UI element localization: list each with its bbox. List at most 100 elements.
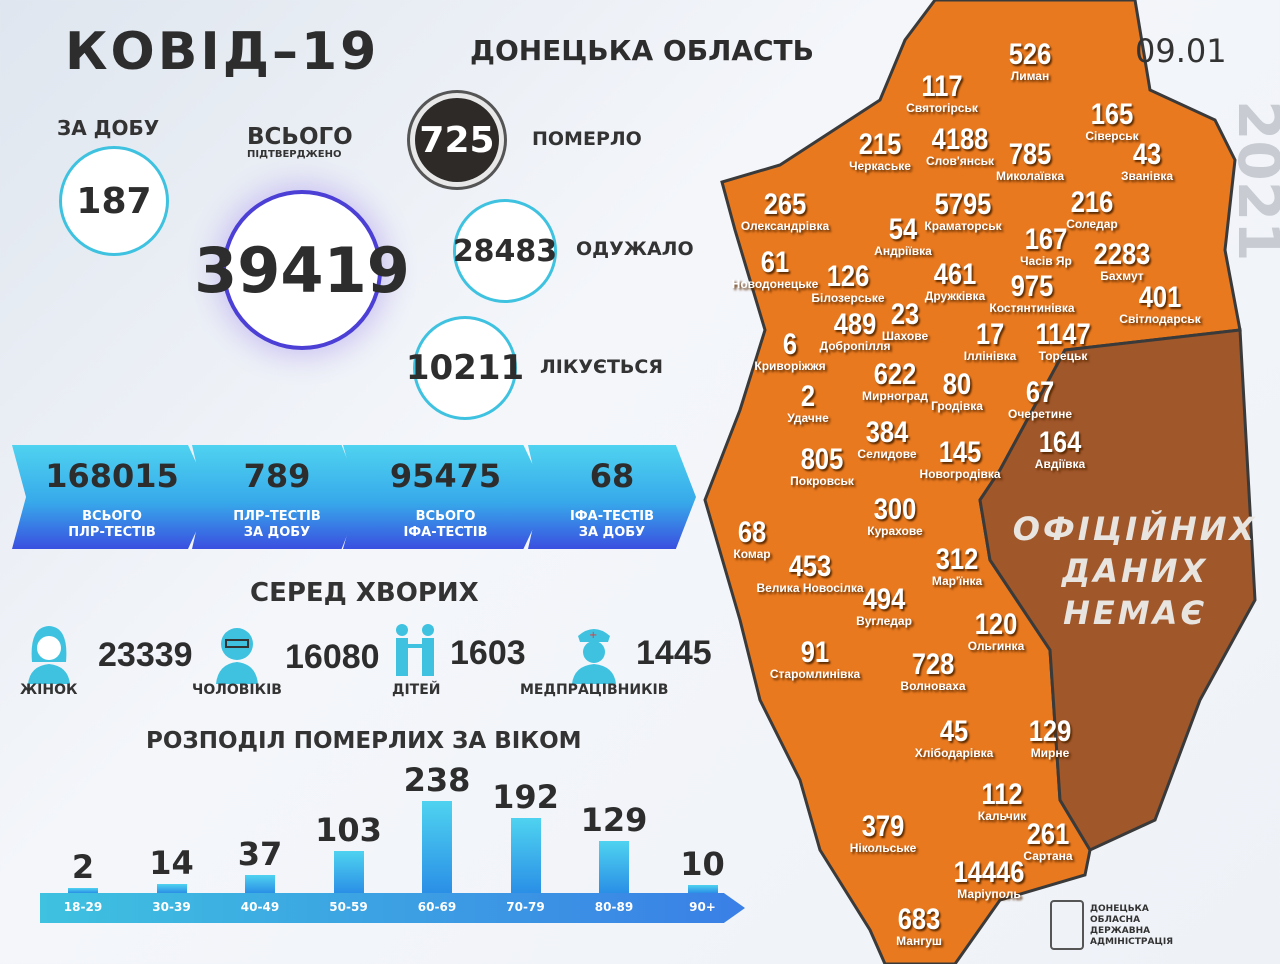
- age-category-label: 30-39: [152, 900, 191, 914]
- district-value: 384: [865, 416, 909, 449]
- district-value: 728: [911, 648, 955, 681]
- district-value: 14446: [953, 856, 1025, 889]
- district-name: Покровськ: [790, 474, 854, 488]
- treated-label: ЛІКУЄТЬСЯ: [540, 356, 663, 378]
- district-name: Удачне: [787, 411, 829, 425]
- age-category-label: 90+: [689, 900, 716, 914]
- district-label: 67 Очеретине: [1008, 376, 1072, 421]
- man-icon: [216, 628, 258, 684]
- district-name: Дружківка: [924, 289, 986, 303]
- district-label: 975 Костянтинівка: [989, 270, 1075, 315]
- district-value: 167: [1024, 223, 1068, 256]
- district-label: 61 Новодонецьке: [731, 248, 819, 291]
- district-name: Бахмут: [1100, 269, 1144, 283]
- district-name: Вугледар: [856, 614, 912, 628]
- district-name: Ольгинка: [967, 639, 1025, 653]
- district-name: Селидове: [857, 447, 917, 461]
- district-value: 2283: [1093, 238, 1151, 271]
- district-name: Хлібодарівка: [914, 746, 994, 760]
- test-label: ІФА-ТЕСТІВ: [403, 525, 488, 540]
- district-name: Криворіжжя: [754, 359, 826, 373]
- district-name: Слов'янськ: [926, 154, 994, 168]
- district-value: 2: [800, 380, 816, 413]
- children-label: ДІТЕЙ: [392, 682, 441, 698]
- age-bar-value: 129: [580, 801, 648, 840]
- district-label: 261 Сартана: [1023, 818, 1073, 863]
- district-value: 489: [833, 308, 877, 341]
- age-bar: [245, 875, 275, 893]
- test-label: ЗА ДОБУ: [578, 525, 646, 540]
- test-label: ПЛР-ТЕСТІВ: [68, 525, 156, 540]
- district-value: 526: [1008, 38, 1052, 71]
- age-category-label: 80-89: [594, 900, 634, 914]
- district-value: 312: [935, 543, 979, 576]
- district-value: 453: [788, 550, 832, 583]
- district-label: 23 Шахове: [881, 300, 929, 343]
- district-value: 401: [1138, 281, 1182, 314]
- recovered-value: 28483: [453, 208, 557, 294]
- district-value: 216: [1070, 186, 1114, 219]
- district-value: 261: [1026, 818, 1070, 851]
- test-card-pcr-total: 168015 ВСЬОГО ПЛР-ТЕСТІВ: [12, 445, 212, 549]
- district-label: 216 Соледар: [1066, 186, 1117, 231]
- nurse-icon: +: [572, 629, 616, 684]
- logo-line: ДЕРЖАВНА: [1090, 926, 1151, 936]
- district-name: Світлодарськ: [1119, 312, 1201, 326]
- age-category-label: 40-49: [240, 900, 280, 914]
- district-name: Андріївка: [874, 244, 932, 258]
- district-label: 164 Авдіївка: [1035, 428, 1085, 471]
- age-bar-value: 37: [237, 835, 283, 874]
- district-label: 2 Удачне: [787, 380, 829, 425]
- age-bar: [333, 850, 364, 893]
- district-value: 43: [1132, 138, 1162, 171]
- age-bar: [68, 888, 98, 893]
- district-name: Святогірськ: [906, 101, 978, 115]
- age-bar-value: 238: [403, 760, 471, 799]
- district-label: 54 Андріївка: [874, 215, 932, 258]
- test-value: 789: [243, 457, 311, 495]
- district-value: 6: [782, 328, 798, 361]
- district-value: 117: [921, 70, 963, 103]
- district-value: 120: [974, 608, 1018, 641]
- district-label: 43 Званівка: [1120, 138, 1174, 183]
- district-value: 494: [862, 583, 906, 616]
- treated-value: 10211: [406, 325, 524, 411]
- district-value: 91: [800, 636, 830, 669]
- test-label: ВСЬОГО: [415, 509, 476, 524]
- district-value: 461: [933, 258, 977, 291]
- district-label: 165 Сіверськ: [1085, 100, 1138, 143]
- district-value: 1147: [1035, 318, 1091, 351]
- district-label: 167 Часів Яр: [1020, 223, 1072, 268]
- district-value: 5795: [934, 188, 992, 221]
- age-bar-value: 103: [315, 810, 382, 849]
- district-label: 494 Вугледар: [856, 583, 912, 628]
- district-name: Миколаївка: [996, 169, 1064, 183]
- district-label: 14446 Маріуполь: [947, 856, 1030, 901]
- men-label: ЧОЛОВІКІВ: [192, 682, 282, 698]
- age-bar-value: 192: [492, 777, 559, 816]
- district-name: Шахове: [881, 329, 929, 343]
- district-value: 129: [1028, 715, 1072, 748]
- died-label: ПОМЕРЛО: [532, 128, 642, 150]
- daily-value: 187: [68, 155, 160, 247]
- died-value: 725: [415, 98, 499, 182]
- no-data-line: ДАНИХ: [1061, 552, 1209, 590]
- district-name: Кальчик: [977, 809, 1027, 823]
- district-value: 67: [1025, 376, 1055, 409]
- age-bar: [687, 885, 718, 893]
- district-name: Новодонецьке: [731, 277, 819, 291]
- test-card-ifa-total: 95475 ВСЬОГО ІФА-ТЕСТІВ: [343, 445, 548, 549]
- district-name: Білозерське: [811, 291, 885, 305]
- no-data-line: НЕМАЄ: [1063, 594, 1207, 632]
- district-value: 112: [981, 778, 1023, 811]
- men-count: 16080: [285, 638, 380, 676]
- district-label: 453 Велика Новосілка: [756, 550, 864, 595]
- district-name: Званівка: [1120, 169, 1174, 183]
- district-name: Костянтинівка: [989, 301, 1075, 315]
- no-data-label: ОФІЦІЙНИХ ДАНИХ НЕМАЄ: [1005, 508, 1265, 634]
- district-label: 145 Новогродівка: [919, 438, 1000, 481]
- district-value: 975: [1010, 270, 1054, 303]
- test-value: 168015: [45, 457, 179, 495]
- district-name: Велика Новосілка: [756, 581, 864, 595]
